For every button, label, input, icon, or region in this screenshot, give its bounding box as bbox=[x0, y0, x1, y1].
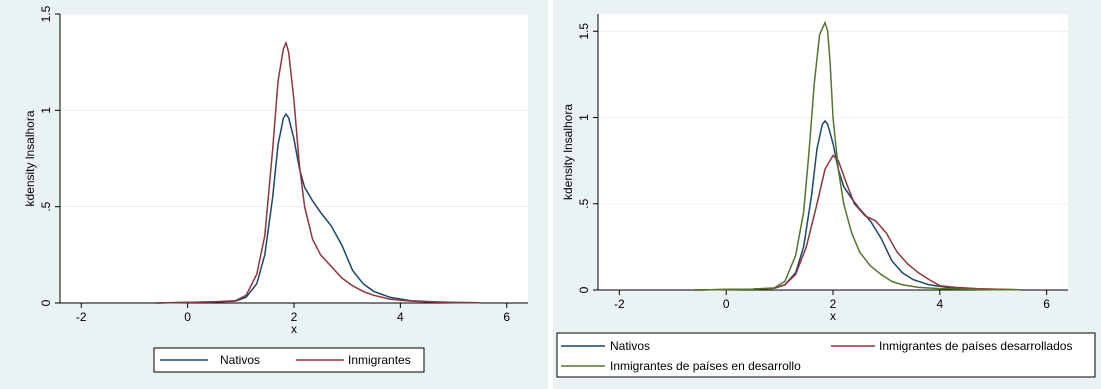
y-tick-label: 1.5 bbox=[39, 5, 53, 22]
x-tick-label: 2 bbox=[291, 310, 298, 324]
y-tick-label: 0 bbox=[39, 299, 53, 306]
y-tick-label: 0 bbox=[577, 286, 591, 293]
legend-box bbox=[556, 332, 1096, 378]
plot-area bbox=[598, 14, 1068, 290]
series-line-2 bbox=[694, 154, 1020, 291]
y-tick-label: 1 bbox=[39, 107, 53, 114]
series-line-2 bbox=[155, 40, 481, 304]
y-tick-label: .5 bbox=[39, 201, 53, 211]
density-chart-right: 0 .5 1 1.5 -2 0 2 4 6 x kdensity lnsalhora Nativos I… bbox=[556, 14, 1096, 378]
x-tick-label: 0 bbox=[184, 310, 191, 324]
x-axis-title: x bbox=[830, 309, 836, 323]
x-tick-label: -2 bbox=[76, 310, 87, 324]
y-axis-title: kdensity lnsalhora bbox=[561, 104, 575, 200]
y-axis-title: kdensity lnsalhora bbox=[23, 110, 37, 206]
y-tick-label: 1.5 bbox=[577, 23, 591, 40]
legend-label: Nativos bbox=[610, 339, 650, 353]
legend-label: Nativos bbox=[220, 353, 260, 367]
x-tick-label: -2 bbox=[614, 297, 625, 311]
legend-label: Inmigrantes de países desarrollados bbox=[879, 339, 1072, 353]
chart-panel-right: 0 .5 1 1.5 -2 0 2 4 6 x kdensity lnsalhora Nativos I… bbox=[553, 0, 1101, 389]
legend-label: Inmigrantes de países en desarrollo bbox=[610, 359, 801, 373]
x-tick-label: 6 bbox=[503, 310, 510, 324]
legend-label: Inmigrantes bbox=[348, 353, 411, 367]
density-chart-left: 0 .5 1 1.5 -2 0 2 4 6 x kdensity lnsalhora Nativos I… bbox=[23, 5, 528, 373]
y-tick-label: .5 bbox=[577, 198, 591, 208]
chart-panel-left: 0 .5 1 1.5 -2 0 2 4 6 x kdensity lnsalhora Nativos I… bbox=[0, 0, 548, 389]
x-tick-label: 4 bbox=[936, 297, 943, 311]
x-tick-label: 2 bbox=[830, 297, 837, 311]
series-line-3 bbox=[694, 20, 1020, 291]
x-tick-label: 4 bbox=[397, 310, 404, 324]
x-axis-title: x bbox=[291, 322, 297, 336]
x-tick-label: 6 bbox=[1043, 297, 1050, 311]
x-tick-label: 0 bbox=[723, 297, 730, 311]
y-tick-label: 1 bbox=[577, 114, 591, 121]
plot-area bbox=[60, 14, 528, 303]
